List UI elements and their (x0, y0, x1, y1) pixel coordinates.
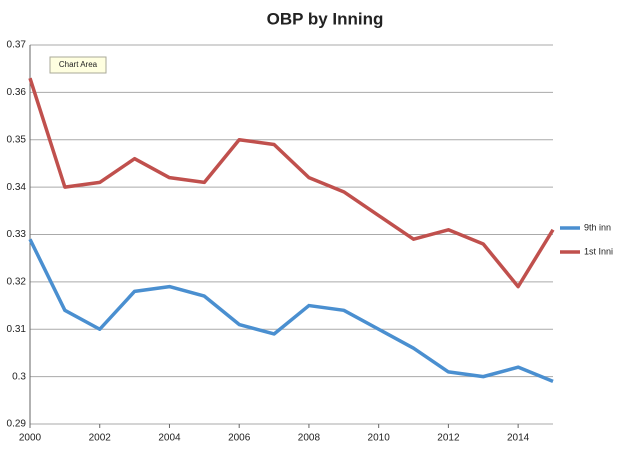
x-tick-label: 2012 (437, 433, 460, 444)
x-tick-label: 2000 (19, 433, 42, 444)
y-tick-label: 0.29 (7, 419, 27, 430)
x-tick-label: 2014 (507, 433, 530, 444)
y-tick-label: 0.31 (7, 324, 27, 335)
y-tick-label: 0.37 (7, 40, 27, 51)
series-line (28, 77, 555, 289)
tooltip-box (49, 56, 107, 74)
x-tick-label: 2006 (228, 433, 251, 444)
x-tick-label: 2002 (89, 433, 112, 444)
y-tick-label: 0.35 (7, 134, 27, 145)
y-tick-label: 0.33 (7, 229, 27, 240)
chart-title: OBP by Inning (267, 9, 384, 28)
y-tick-label: 0.36 (7, 87, 27, 98)
legend-label: 1st Inni (584, 246, 613, 256)
x-tick-label: 2008 (298, 433, 321, 444)
annotation: Chart Area (59, 60, 98, 69)
y-tick-label: 0.3 (12, 371, 26, 382)
series-line (28, 238, 554, 383)
y-tick-label: 0.32 (7, 277, 27, 288)
x-tick-label: 2010 (368, 433, 391, 444)
y-tick-label: 0.34 (7, 182, 27, 193)
legend-label: 9th inn (584, 222, 611, 232)
x-tick-label: 2004 (158, 433, 181, 444)
